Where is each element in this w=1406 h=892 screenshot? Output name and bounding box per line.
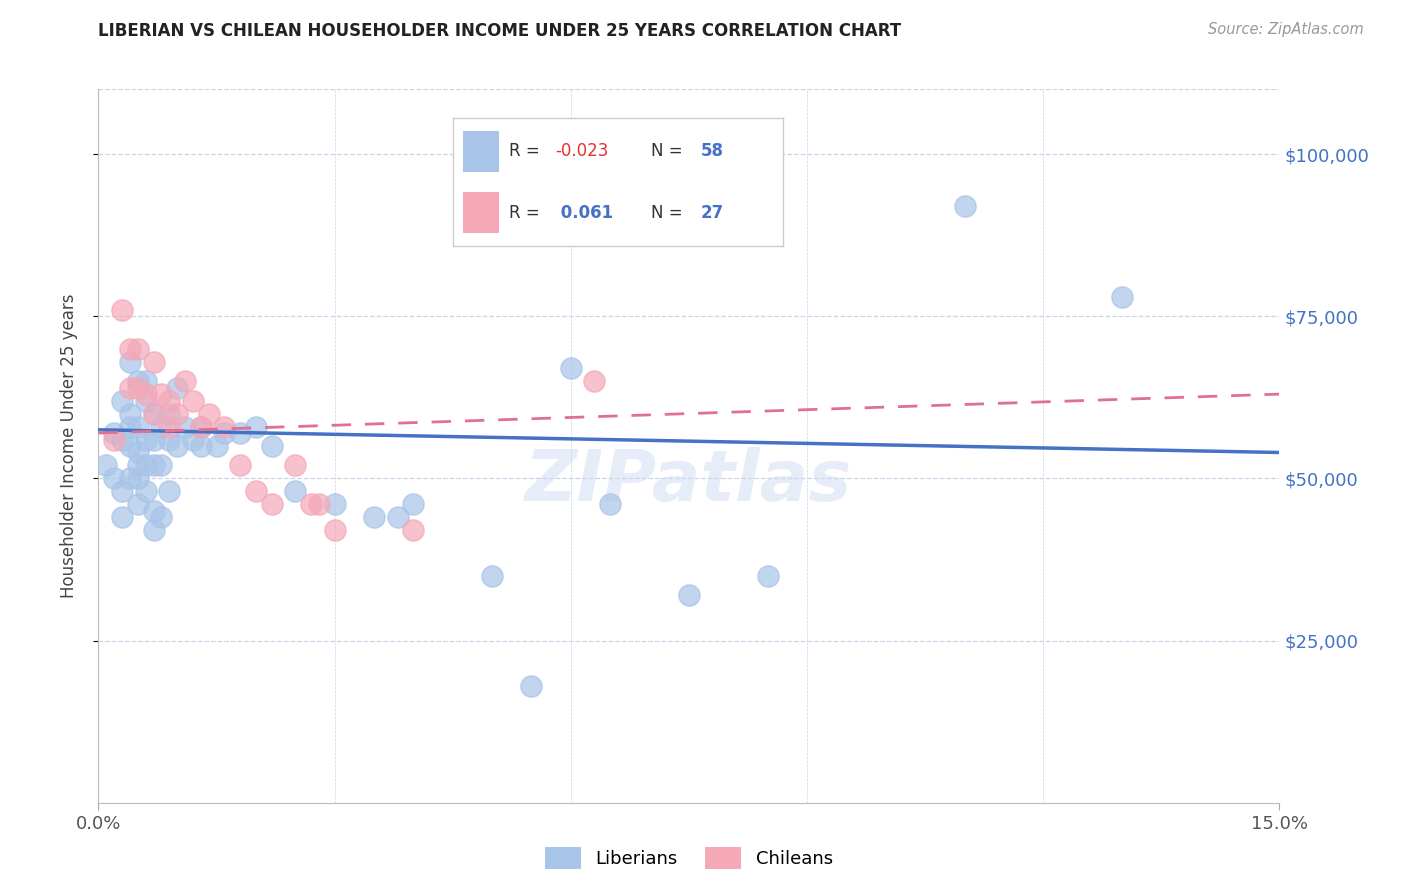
Point [142, 407, 165, 421]
Text: Source: ZipAtlas.com: Source: ZipAtlas.com [1208, 22, 1364, 37]
Point [111, 484, 134, 499]
Point [387, 510, 409, 524]
Point [284, 484, 307, 499]
Point [142, 504, 165, 518]
Legend: Liberians, Chileans: Liberians, Chileans [538, 839, 839, 876]
Point [402, 524, 425, 538]
Point [127, 458, 149, 473]
Point [678, 588, 700, 602]
Point [157, 484, 180, 499]
Point [181, 393, 204, 408]
Point [111, 510, 134, 524]
Point [118, 342, 141, 356]
Point [1111, 290, 1133, 304]
Point [299, 497, 322, 511]
Point [142, 433, 165, 447]
Point [214, 425, 236, 440]
Point [135, 433, 157, 447]
Point [583, 374, 606, 388]
Point [481, 568, 503, 582]
Point [142, 524, 165, 538]
Point [560, 361, 582, 376]
Point [111, 433, 134, 447]
Point [323, 524, 346, 538]
Point [103, 425, 125, 440]
Text: ZIPatlas: ZIPatlas [526, 447, 852, 516]
Point [118, 439, 141, 453]
Point [127, 342, 149, 356]
Point [157, 407, 180, 421]
Point [96, 458, 118, 473]
Point [157, 419, 180, 434]
Point [135, 484, 157, 499]
Point [127, 497, 149, 511]
Point [111, 393, 134, 408]
Point [402, 497, 425, 511]
Point [157, 393, 180, 408]
Point [174, 374, 197, 388]
Point [197, 407, 219, 421]
Point [323, 497, 346, 511]
Point [135, 393, 157, 408]
Point [190, 419, 212, 434]
Y-axis label: Householder Income Under 25 years: Householder Income Under 25 years [59, 293, 77, 599]
Point [118, 381, 141, 395]
Point [150, 510, 173, 524]
Point [229, 425, 252, 440]
Point [166, 407, 188, 421]
Text: LIBERIAN VS CHILEAN HOUSEHOLDER INCOME UNDER 25 YEARS CORRELATION CHART: LIBERIAN VS CHILEAN HOUSEHOLDER INCOME U… [98, 22, 901, 40]
Point [142, 407, 165, 421]
Point [118, 471, 141, 485]
Point [190, 419, 212, 434]
Point [127, 445, 149, 459]
Point [245, 419, 267, 434]
Point [118, 354, 141, 368]
Point [174, 419, 197, 434]
Point [150, 387, 173, 401]
Point [127, 381, 149, 395]
Point [166, 381, 188, 395]
Point [150, 458, 173, 473]
Point [260, 439, 283, 453]
Point [756, 568, 779, 582]
Point [363, 510, 385, 524]
Point [111, 302, 134, 317]
Point [953, 199, 976, 213]
Point [260, 497, 283, 511]
Point [135, 387, 157, 401]
Point [103, 433, 125, 447]
Point [135, 458, 157, 473]
Point [190, 439, 212, 453]
Point [127, 374, 149, 388]
Point [103, 471, 125, 485]
Point [599, 497, 621, 511]
Point [205, 439, 228, 453]
Point [150, 419, 173, 434]
Point [284, 458, 307, 473]
Point [127, 419, 149, 434]
Point [245, 484, 267, 499]
Point [127, 471, 149, 485]
Point [308, 497, 330, 511]
Point [214, 419, 236, 434]
Point [118, 407, 141, 421]
Point [520, 679, 543, 693]
Point [135, 374, 157, 388]
Point [181, 433, 204, 447]
Point [142, 354, 165, 368]
Point [166, 439, 188, 453]
Point [157, 433, 180, 447]
Point [142, 458, 165, 473]
Point [118, 419, 141, 434]
Point [229, 458, 252, 473]
